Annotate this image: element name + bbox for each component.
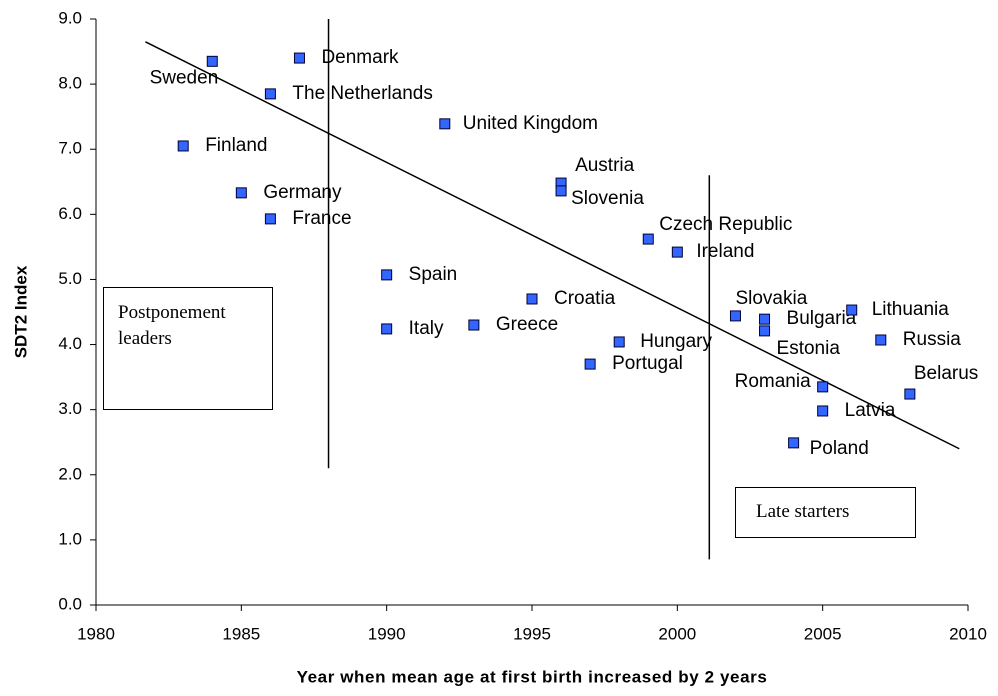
annotation-box: Postponement leaders: [103, 287, 273, 410]
data-point: [555, 185, 567, 197]
point-label: Finland: [205, 135, 267, 156]
data-point: [759, 313, 771, 325]
x-axis-title: Year when mean age at first birth increa…: [297, 667, 768, 686]
data-point: [177, 140, 189, 152]
point-label: Italy: [409, 318, 444, 339]
point-label: Poland: [810, 438, 869, 459]
point-label: Sweden: [150, 67, 219, 88]
data-point: [642, 233, 654, 245]
y-tick-label: 1.0: [58, 529, 82, 548]
x-tick-label: 2000: [658, 624, 696, 643]
data-point: [381, 323, 393, 335]
data-point: [235, 187, 247, 199]
y-tick-label: 6.0: [58, 204, 82, 223]
point-label: Lithuania: [872, 299, 950, 320]
data-point: [875, 334, 887, 346]
x-tick-label: 2005: [804, 624, 842, 643]
point-label: Slovakia: [735, 288, 807, 309]
point-label: Denmark: [321, 47, 399, 68]
data-point: [526, 293, 538, 305]
data-point: [264, 213, 276, 225]
point-label: Latvia: [845, 400, 896, 421]
point-label: Estonia: [777, 338, 841, 359]
point-label: The Netherlands: [292, 83, 432, 104]
point-label: Ireland: [696, 241, 754, 262]
data-point: [729, 310, 741, 322]
point-label: Germany: [263, 182, 342, 203]
y-tick-label: 9.0: [58, 8, 82, 27]
point-label: Belarus: [914, 363, 978, 384]
x-tick-label: 1990: [368, 624, 406, 643]
data-point: [671, 246, 683, 258]
point-label: Croatia: [554, 288, 616, 309]
y-axis-title: SDT2 Index: [11, 265, 30, 358]
y-tick-label: 8.0: [58, 74, 82, 93]
point-label: Czech Republic: [659, 214, 792, 235]
point-label: Bulgaria: [787, 308, 857, 329]
x-tick-label: 1985: [222, 624, 260, 643]
data-point: [584, 358, 596, 370]
point-label: Portugal: [612, 353, 683, 374]
data-point: [293, 52, 305, 64]
data-point: [439, 118, 451, 130]
data-point: [846, 304, 858, 316]
point-label: France: [292, 208, 351, 229]
point-label: Hungary: [640, 331, 712, 352]
point-label: Russia: [903, 329, 962, 350]
data-point: [264, 88, 276, 100]
y-tick-label: 3.0: [58, 399, 82, 418]
point-label: Austria: [575, 155, 635, 176]
point-label: Romania: [735, 371, 811, 392]
data-point: [817, 405, 829, 417]
data-point: [381, 269, 393, 281]
data-point: [904, 388, 916, 400]
y-tick-label: 7.0: [58, 139, 82, 158]
trend-line: [145, 41, 960, 450]
data-point: [613, 336, 625, 348]
point-label: Greece: [496, 314, 558, 335]
y-tick-label: 5.0: [58, 269, 82, 288]
data-point: [817, 381, 829, 393]
data-point: [206, 55, 218, 67]
annotation-box: Late starters: [735, 487, 916, 538]
point-label: United Kingdom: [463, 113, 598, 134]
point-label: Slovenia: [571, 188, 644, 209]
x-tick-label: 2010: [949, 624, 987, 643]
y-tick-label: 2.0: [58, 464, 82, 483]
x-tick-label: 1980: [77, 624, 115, 643]
point-label: Spain: [409, 264, 458, 285]
y-tick-label: 0.0: [58, 594, 82, 613]
y-tick-label: 4.0: [58, 334, 82, 353]
data-point: [468, 319, 480, 331]
x-tick-label: 1995: [513, 624, 551, 643]
data-point: [788, 437, 800, 449]
data-point: [759, 325, 771, 337]
